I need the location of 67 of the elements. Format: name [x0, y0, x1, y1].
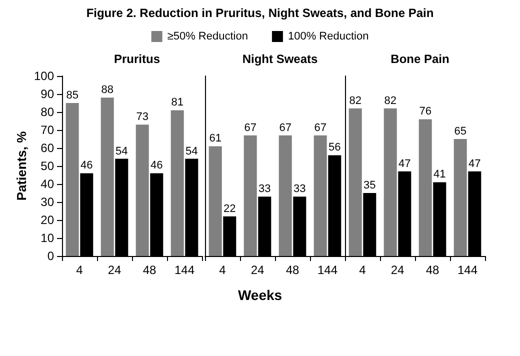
bar	[170, 110, 184, 256]
legend-label: ≥50% Reduction	[167, 30, 248, 42]
bar	[384, 108, 397, 256]
y-tick-label: 10	[40, 231, 54, 245]
y-tick-label: 100	[34, 69, 54, 83]
data-label: 46	[150, 160, 163, 172]
bar	[100, 98, 114, 256]
data-label: 88	[101, 84, 114, 96]
bar	[454, 139, 467, 256]
y-tick-label: 60	[40, 141, 54, 155]
y-tick-label: 20	[40, 213, 54, 227]
x-tick-label: 144	[317, 263, 338, 277]
data-label: 67	[279, 122, 292, 134]
data-label: 47	[398, 158, 411, 170]
chart-subtitle: Night Sweats	[242, 52, 318, 66]
x-tick-label: 48	[142, 263, 156, 277]
data-label: 22	[224, 202, 236, 215]
data-label: 56	[328, 142, 341, 154]
data-label: 81	[171, 96, 184, 109]
data-label: 46	[80, 160, 93, 172]
bar	[136, 124, 149, 256]
y-axis-title: Patients, %	[14, 130, 29, 201]
text: Figure 2. Reduction in Pruritus, Night Sweats, and Bone Pain	[86, 6, 434, 20]
data-label: 85	[66, 90, 78, 102]
bar	[244, 135, 257, 256]
data-label: 67	[244, 122, 256, 134]
bar	[278, 135, 292, 256]
x-tick-label: 144	[457, 263, 478, 277]
data-label: 65	[454, 126, 466, 138]
bar	[418, 119, 432, 256]
x-tick-label: 4	[76, 263, 84, 277]
x-tick-label: 144	[174, 263, 195, 277]
data-label: 82	[384, 94, 396, 107]
bar	[208, 146, 222, 256]
y-tick-label: 30	[40, 195, 54, 209]
data-label: 73	[136, 111, 148, 124]
data-label: 54	[186, 145, 198, 158]
y-tick-label: 70	[40, 123, 54, 137]
x-tick-label: 48	[426, 263, 440, 277]
bar	[66, 103, 79, 256]
data-label: 33	[294, 183, 306, 196]
chart-subtitle: Pruritus	[114, 52, 160, 66]
y-tick-label: 50	[40, 159, 54, 173]
x-axis-title: Weeks	[238, 287, 282, 303]
data-label: 76	[419, 106, 432, 118]
data-label: 33	[258, 183, 271, 196]
x-tick-label: 24	[250, 263, 264, 277]
x-tick-label: 24	[108, 263, 122, 277]
legend-label: 100% Reduction	[288, 30, 369, 42]
bar	[314, 135, 327, 256]
y-tick-label: 90	[40, 87, 54, 101]
data-label: 67	[314, 122, 326, 134]
bar	[348, 108, 362, 256]
x-tick-label: 4	[359, 263, 366, 277]
data-label: 41	[434, 168, 446, 181]
y-tick-label: 80	[40, 105, 54, 119]
y-tick-label: 0	[47, 249, 54, 263]
data-label: 54	[116, 145, 128, 158]
x-tick-label: 24	[390, 263, 404, 277]
chart-subtitle: Bone Pain	[390, 52, 450, 66]
data-label: 47	[468, 158, 481, 170]
data-label: 82	[349, 94, 362, 107]
x-tick-label: 4	[219, 263, 226, 277]
data-label: 61	[209, 132, 222, 145]
y-tick-label: 40	[40, 177, 54, 191]
x-tick-label: 48	[286, 263, 300, 277]
data-label: 35	[364, 180, 376, 192]
